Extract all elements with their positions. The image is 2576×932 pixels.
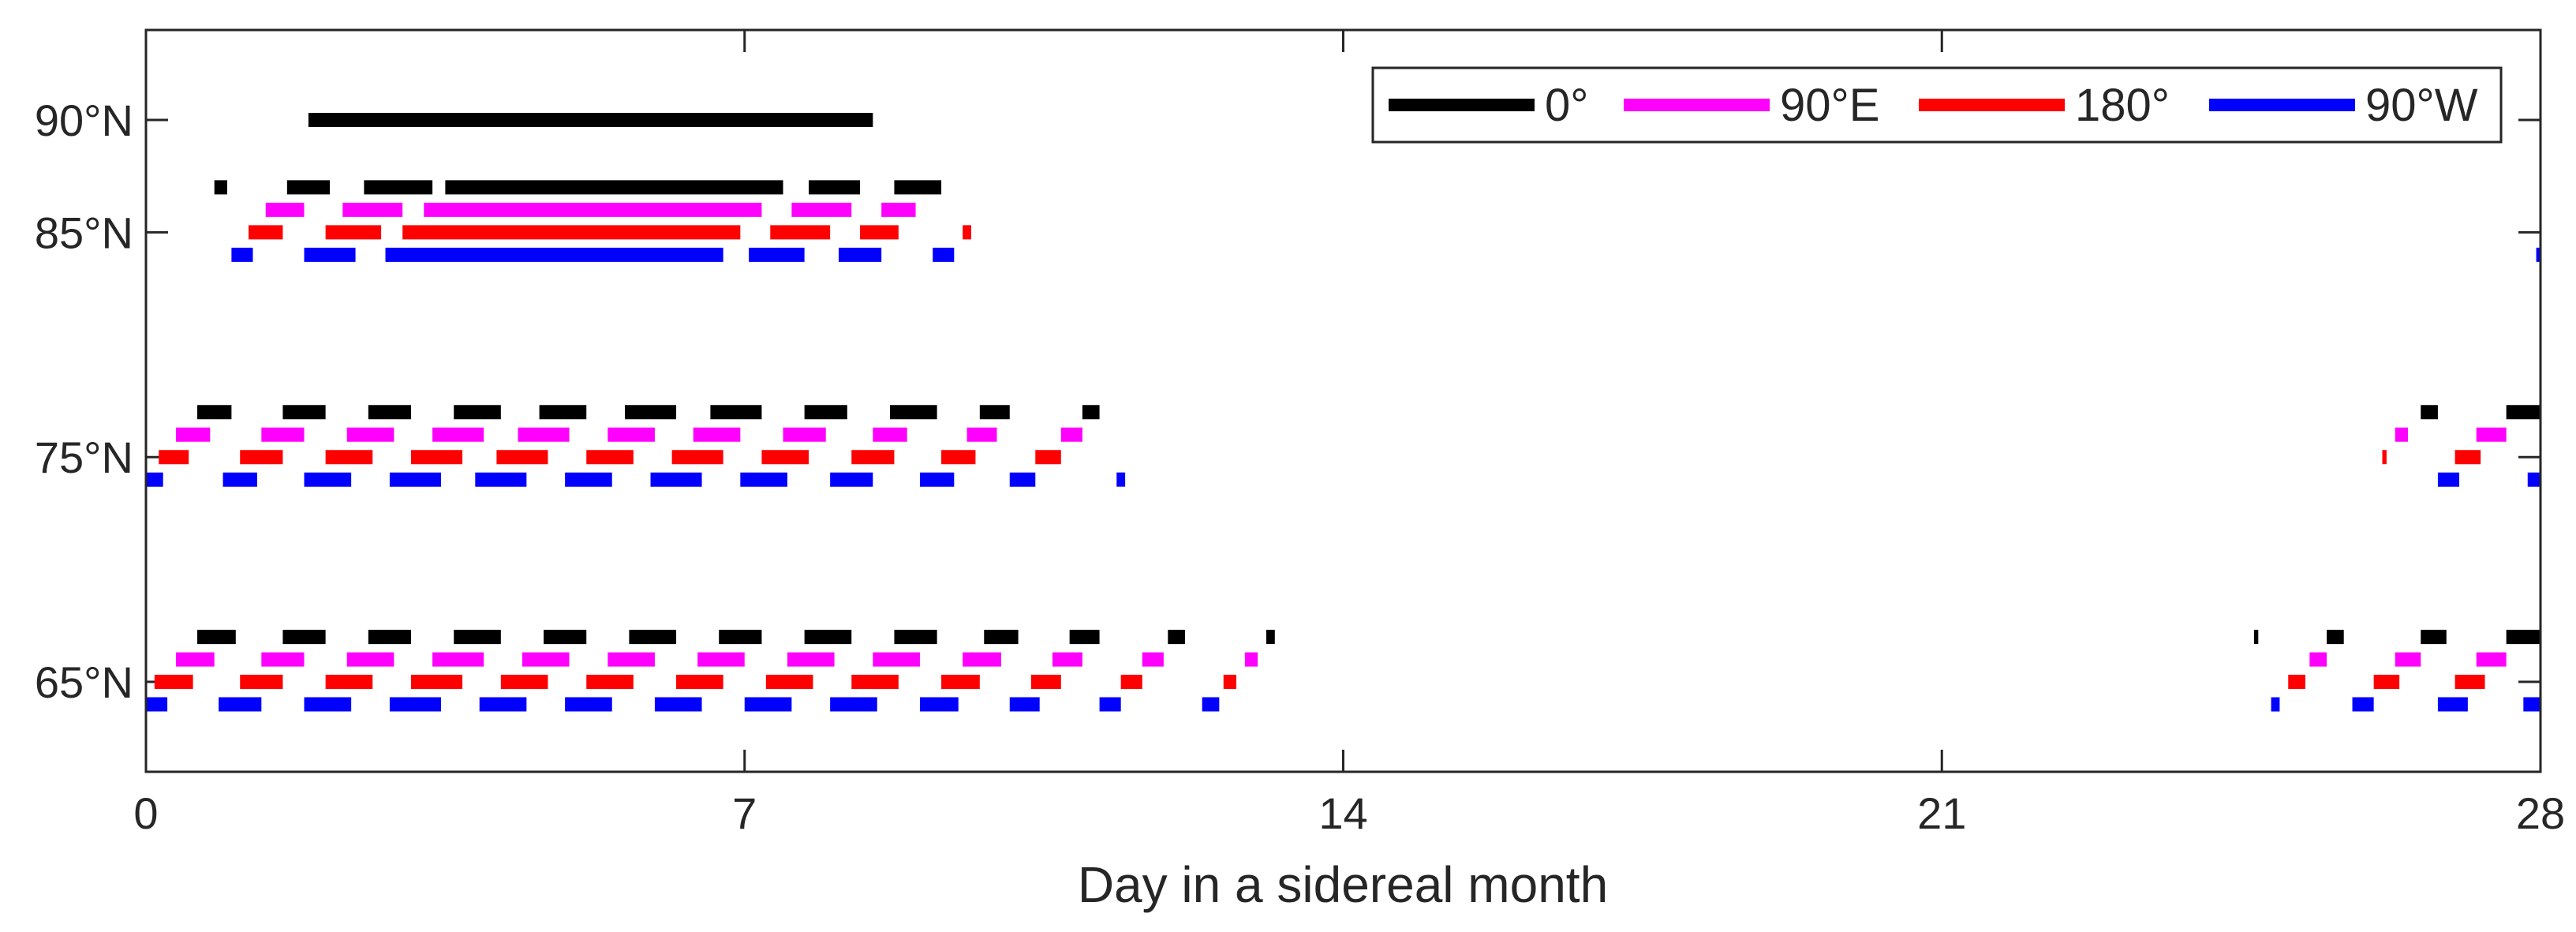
series-2 <box>154 225 2485 690</box>
legend-label: 0° <box>1545 80 1588 131</box>
y-tick-label: 85°N <box>35 208 133 257</box>
legend-label: 90°W <box>2365 80 2478 131</box>
x-tick-label: 21 <box>1917 788 1966 838</box>
legend-label: 90°E <box>1780 80 1879 131</box>
x-tick-label: 7 <box>732 788 757 838</box>
series-0 <box>197 112 2540 645</box>
plot-frame <box>144 28 2542 773</box>
x-tick-label: 28 <box>2516 788 2565 838</box>
legend-label: 180° <box>2075 80 2170 131</box>
legend: 0° 90°E 180° 90°W <box>1371 66 2503 144</box>
tick-labels: 0 7 14 21 28 65°N 75°N 85°N 90°N <box>35 95 2565 838</box>
x-tick-label: 0 <box>133 788 158 838</box>
series-3 <box>146 247 2540 712</box>
x-axis-title: Day in a sidereal month <box>1078 856 1608 913</box>
y-tick-label: 65°N <box>35 657 133 707</box>
series-1 <box>175 202 2507 667</box>
chart-marks <box>146 112 2540 712</box>
x-tick-label: 14 <box>1318 788 1367 838</box>
y-tick-label: 90°N <box>35 95 133 145</box>
y-tick-label: 75°N <box>35 432 133 482</box>
